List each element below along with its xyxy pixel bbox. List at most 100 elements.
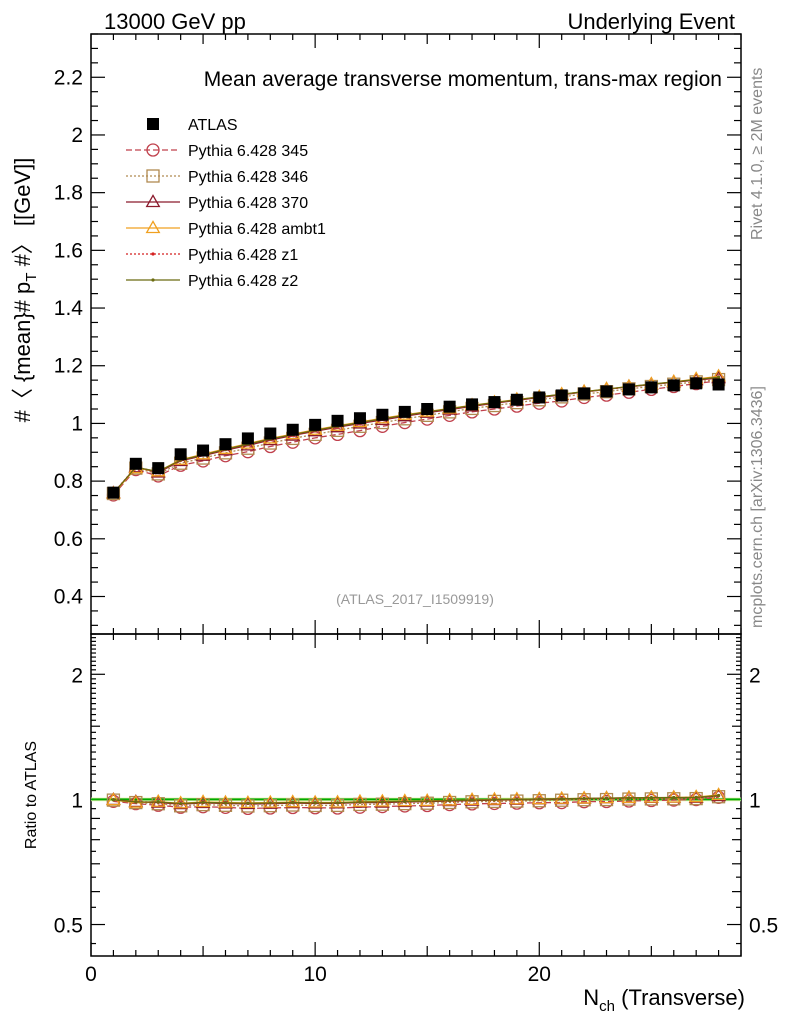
point-atlas <box>129 457 142 470</box>
ratio-point-pythia-6-428-ambt1 <box>621 789 637 803</box>
ratio-line-pythia-6-428-346 <box>113 796 719 807</box>
x-tick-label: 20 <box>528 963 551 986</box>
main-y-ticks: 0.4 0.6 0.8 1 1.2 1.4 1.6 1.8 2 2.2 <box>54 33 741 626</box>
mcplots-label: mcplots.cern.ch [arXiv:1306.3436] <box>749 386 766 628</box>
point-atlas <box>622 383 635 396</box>
point-atlas <box>219 438 232 451</box>
ratio-point-pythia-6-428-z2 <box>291 800 295 805</box>
y-tick-label: 2 <box>71 124 83 147</box>
ratio-point-pythia-6-428-z2 <box>604 796 609 800</box>
x-tick-label: 0 <box>85 963 97 986</box>
x-label-sub: ch <box>599 998 615 1015</box>
ratio-point-pythia-6-428-346 <box>689 791 703 806</box>
point-atlas <box>645 381 658 394</box>
ratio-point-pythia-6-428-z2 <box>358 800 362 804</box>
point-atlas <box>264 427 277 440</box>
x-label-pre: N <box>583 985 599 1010</box>
ratio-point-pythia-6-428-346 <box>398 796 412 811</box>
ratio-point-pythia-6-428-ambt1 <box>397 793 413 807</box>
point-atlas <box>466 398 479 411</box>
point-atlas <box>555 389 568 402</box>
ratio-point-pythia-6-428-ambt1 <box>173 795 189 809</box>
x-axis-label: Nch (Transverse) <box>583 985 745 1015</box>
ratio-point-pythia-6-428-z2 <box>179 801 183 806</box>
legend-marker-pythia-6-428-ambt1 <box>145 220 161 234</box>
point-atlas <box>510 393 523 406</box>
ratio-point-pythia-6-428-z2 <box>201 800 205 805</box>
ratio-y-tick-label-left: 1 <box>71 789 83 812</box>
analysis-watermark: (ATLAS_2017_I1509919) <box>336 591 494 607</box>
ratio-y-tick-label-left: 0.5 <box>54 915 83 938</box>
ratio-point-pythia-6-428-ambt1 <box>262 794 278 808</box>
ratio-point-pythia-6-428-z2 <box>425 799 429 803</box>
ratio-point-pythia-6-428-346 <box>174 799 188 813</box>
point-atlas <box>421 403 434 415</box>
ratio-y-tick-label-right: 0.5 <box>749 915 778 938</box>
ratio-point-pythia-6-428-ambt1 <box>374 793 390 807</box>
ratio-point-pythia-6-428-ambt1 <box>330 794 345 808</box>
point-atlas <box>241 432 254 445</box>
ratio-line-pythia-6-428-z2 <box>113 794 719 805</box>
ratio-point-pythia-6-428-346 <box>442 795 457 810</box>
ratio-point-pythia-6-428-ambt1 <box>487 791 502 805</box>
ratio-point-pythia-6-428-346 <box>599 792 614 807</box>
series-line-pythia-6-428-345 <box>112 380 719 496</box>
ratio-point-pythia-6-428-ambt1 <box>442 792 458 806</box>
main-plot-title: Mean average transverse momentum, trans-… <box>204 68 722 91</box>
legend-label-atlas: ATLAS <box>188 117 238 134</box>
legend-marker-pythia-6-428-370 <box>145 194 161 208</box>
ratio-point-pythia-6-428-ambt1 <box>554 790 570 804</box>
ratio-point-pythia-6-428-z2 <box>470 798 474 802</box>
point-atlas <box>488 396 501 409</box>
y-tick-label: 1.2 <box>54 355 83 378</box>
series-line-pythia-6-428-346 <box>112 378 719 494</box>
point-atlas <box>578 387 591 400</box>
ratio-point-pythia-6-428-z2 <box>560 797 564 801</box>
legend-label-pythia-6-428-345: Pythia 6.428 345 <box>188 143 308 160</box>
point-atlas <box>376 408 389 421</box>
y-tick-label: 2.2 <box>54 66 83 89</box>
point-atlas <box>712 378 725 391</box>
point-atlas <box>398 405 411 418</box>
point-atlas <box>331 414 344 427</box>
ratio-point-pythia-6-428-z2 <box>403 799 407 804</box>
y-label-sub: T <box>23 273 40 282</box>
point-pythia-6-428-z2 <box>716 375 721 379</box>
ratio-point-pythia-6-428-z2 <box>313 801 317 805</box>
series-line-pythia-6-428-z2 <box>112 376 719 494</box>
legend-marker-pythia-6-428-z2 <box>151 278 155 282</box>
legend-label-pythia-6-428-ambt1: Pythia 6.428 ambt1 <box>188 221 326 238</box>
y-tick-label: 1.6 <box>54 239 83 262</box>
ratio-point-pythia-6-428-346 <box>667 792 681 806</box>
ratio-point-pythia-6-428-ambt1 <box>643 789 659 803</box>
ratio-point-pythia-6-428-346 <box>555 793 569 807</box>
point-atlas <box>353 412 366 425</box>
rivet-version-label: Rivet 4.1.0, ≥ 2M events <box>749 68 766 240</box>
legend-label-pythia-6-428-346: Pythia 6.428 346 <box>188 169 308 186</box>
ratio-point-pythia-6-428-ambt1 <box>285 794 301 808</box>
ratio-point-pythia-6-428-z2 <box>335 801 340 805</box>
ratio-point-pythia-6-428-ambt1 <box>509 791 525 805</box>
ratio-point-pythia-6-428-346 <box>196 798 210 812</box>
y-tick-label: 0.6 <box>54 528 83 551</box>
ratio-y-tick-label-right: 1 <box>749 789 761 812</box>
ratio-point-pythia-6-428-ambt1 <box>195 794 211 808</box>
x-label-post: (Transverse) <box>615 985 745 1010</box>
y-tick-label: 0.8 <box>54 470 83 493</box>
ratio-point-pythia-6-428-ambt1 <box>307 794 323 808</box>
point-atlas <box>443 400 456 413</box>
ratio-point-pythia-6-428-ambt1 <box>576 790 592 804</box>
x-ticks: 0 10 20 <box>85 34 742 986</box>
ratio-point-pythia-6-428-z2 <box>223 801 228 805</box>
ratio-point-pythia-6-428-ambt1 <box>711 787 727 801</box>
ratio-y-axis-label: Ratio to ATLAS <box>23 741 40 849</box>
ratio-point-pythia-6-428-ambt1 <box>240 794 256 809</box>
ratio-y-tick-label-right: 2 <box>749 664 761 687</box>
ratio-point-pythia-6-428-346 <box>532 794 546 808</box>
ratio-point-pythia-6-428-z2 <box>134 800 138 804</box>
ratio-point-pythia-6-428-z2 <box>694 795 698 799</box>
ratio-point-pythia-6-428-ambt1 <box>352 793 368 807</box>
main-series-layer <box>105 368 727 502</box>
legend-marker-pythia-6-428-345 <box>146 143 160 157</box>
